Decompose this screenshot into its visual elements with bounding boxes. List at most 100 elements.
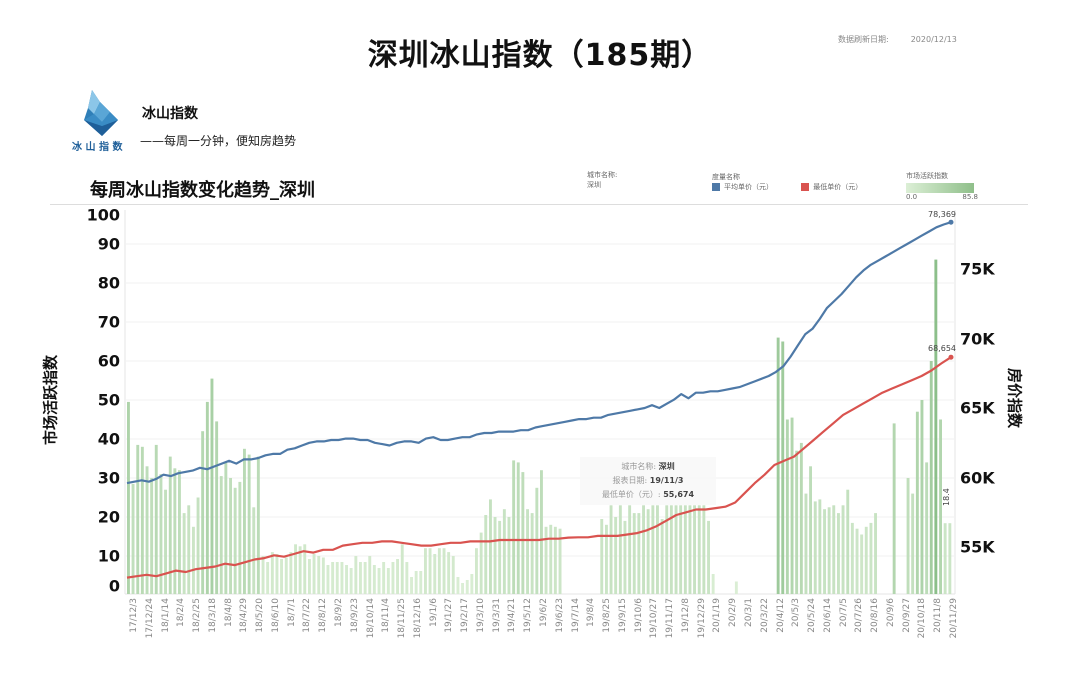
activity-bar[interactable] [131,483,135,594]
activity-bar[interactable] [201,431,205,594]
activity-bar[interactable] [892,423,896,594]
avg-price-line[interactable] [126,221,952,485]
city-filter[interactable]: 城市名称: 深圳 [587,170,617,190]
activity-bar[interactable] [256,456,260,594]
activity-bar[interactable] [637,513,641,594]
activity-bar[interactable] [920,400,924,594]
activity-bar[interactable] [702,505,706,594]
activity-bar[interactable] [294,544,297,594]
activity-bar[interactable] [679,505,683,594]
activity-bar[interactable] [906,478,910,594]
activity-bar[interactable] [795,450,799,594]
activity-bar[interactable] [150,478,154,594]
activity-bar[interactable] [526,509,529,594]
activity-bar[interactable] [781,341,785,595]
activity-bar[interactable] [433,554,437,594]
activity-bar[interactable] [674,505,678,594]
activity-bar[interactable] [303,544,307,594]
activity-bar[interactable] [270,552,274,594]
activity-bar[interactable] [266,562,270,594]
activity-bar[interactable] [785,419,789,595]
activity-bar[interactable] [382,562,386,594]
activity-bar[interactable] [368,556,372,594]
activity-bar[interactable] [414,571,418,594]
activity-bar[interactable] [516,462,520,594]
activity-bar[interactable] [275,554,279,594]
activity-bar[interactable] [363,562,367,594]
activity-bar[interactable] [475,548,478,594]
activity-bar[interactable] [521,472,525,594]
activity-bar[interactable] [683,505,687,594]
activity-bar[interactable] [697,505,701,594]
activity-bar[interactable] [864,526,868,595]
activity-bar[interactable] [391,562,395,594]
activity-bar[interactable] [609,505,613,594]
activity-bar[interactable] [192,526,195,595]
activity-bar[interactable] [693,505,696,594]
activity-bar[interactable] [544,526,548,595]
activity-bar[interactable] [210,378,214,594]
activity-bar[interactable] [447,552,451,594]
activity-bar[interactable] [646,509,650,594]
activity-bar[interactable] [632,513,636,594]
activity-bar[interactable] [136,444,140,594]
legend-item-min-price[interactable]: 最低单价（元） [801,182,862,192]
activity-bar[interactable] [558,528,562,594]
activity-bar[interactable] [669,505,673,594]
activity-bar[interactable] [238,481,242,594]
activity-bar[interactable] [823,509,826,594]
activity-bar[interactable] [869,522,873,594]
min-price-line[interactable] [126,356,952,579]
activity-bar[interactable] [623,520,627,594]
activity-bar[interactable] [874,513,877,594]
activity-bar[interactable] [799,442,803,594]
activity-bar[interactable] [665,505,669,594]
activity-bar[interactable] [642,505,645,594]
activity-bar[interactable] [939,419,942,595]
activity-bar[interactable] [405,562,409,594]
activity-bar[interactable] [321,557,325,595]
activity-bar[interactable] [498,520,502,594]
activity-bar[interactable] [618,505,622,594]
activity-bar[interactable] [243,448,246,595]
activity-bar[interactable] [396,559,399,594]
activity-bar[interactable] [827,507,831,595]
activity-bar[interactable] [553,526,557,595]
activity-bar[interactable] [173,468,177,595]
activity-bar[interactable] [349,568,353,594]
activity-bar[interactable] [335,562,339,594]
activity-bar[interactable] [846,489,850,594]
activity-bar[interactable] [410,577,413,594]
activity-bar[interactable] [707,520,710,594]
activity-bar[interactable] [512,460,516,594]
activity-bar[interactable] [359,562,362,594]
activity-bar[interactable] [205,401,209,594]
activity-bar[interactable] [298,546,302,595]
activity-bar[interactable] [461,583,464,594]
activity-bar[interactable] [317,556,321,594]
activity-bar[interactable] [530,513,534,594]
activity-bar[interactable] [860,534,864,595]
activity-bar[interactable] [456,577,460,594]
activity-bar[interactable] [437,548,441,594]
activity-bar[interactable] [813,501,817,594]
activity-bar[interactable] [164,489,167,594]
activity-bar[interactable] [215,421,219,594]
activity-bar[interactable] [386,568,390,594]
activity-bar[interactable] [660,519,664,594]
activity-bar[interactable] [252,507,256,595]
activity-bar[interactable] [809,466,812,594]
activity-bar[interactable] [168,456,172,594]
activity-bar[interactable] [688,505,692,594]
activity-bar[interactable] [850,522,854,594]
activity-bar[interactable] [832,505,836,594]
activity-bar[interactable] [628,505,632,594]
activity-bar[interactable] [925,462,929,594]
activity-bar[interactable] [929,361,933,594]
activity-bar[interactable] [734,581,738,595]
activity-bar[interactable] [943,523,947,594]
activity-bar[interactable] [140,446,144,594]
activity-bar[interactable] [159,474,163,594]
activity-bar[interactable] [233,487,237,595]
